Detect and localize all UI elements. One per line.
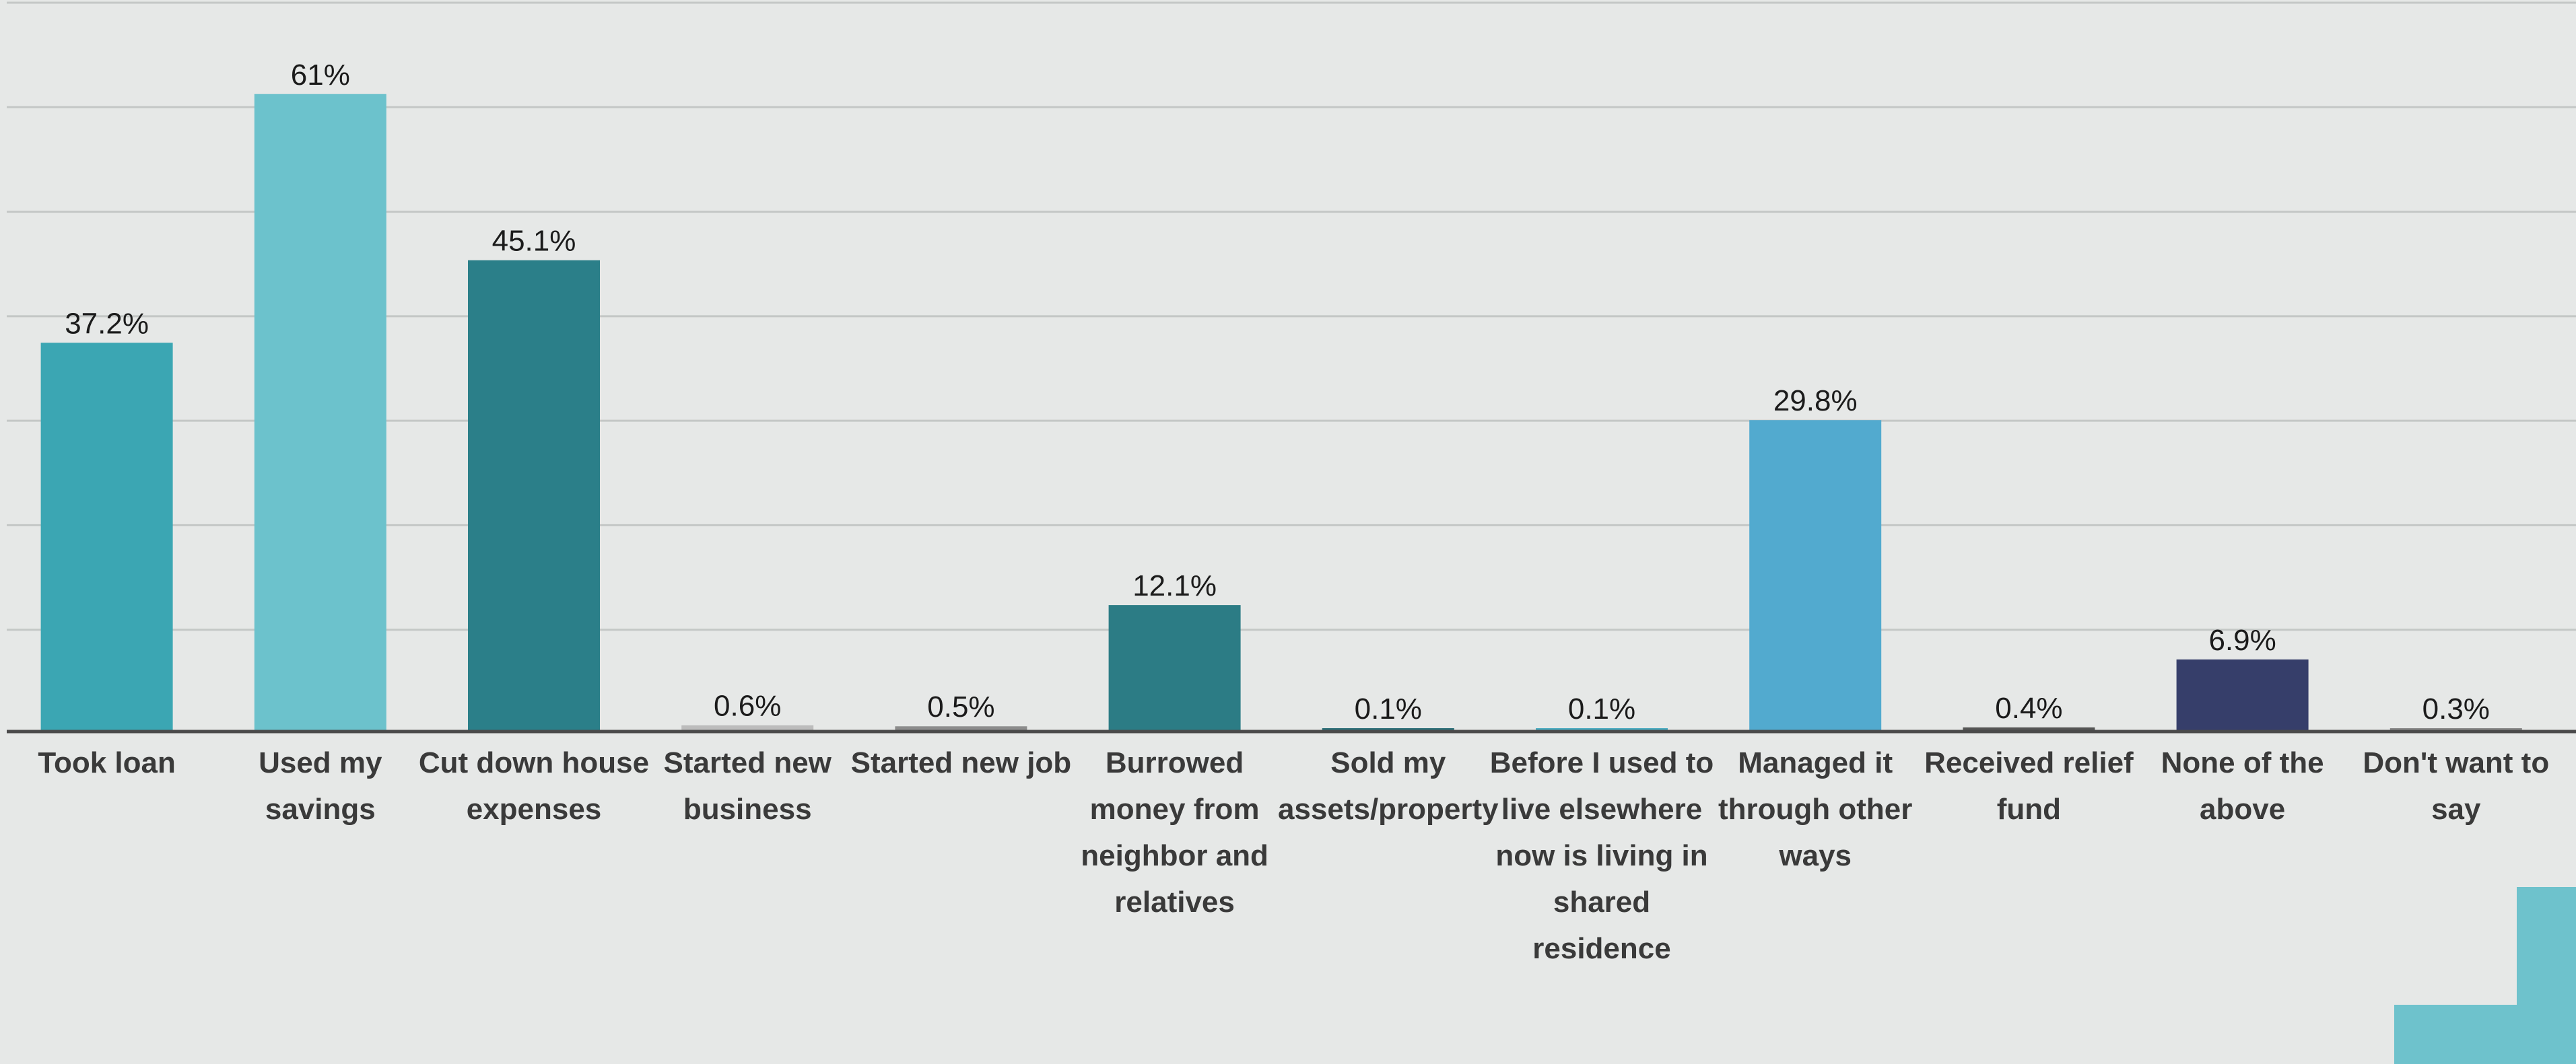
category-label: Cut down house expenses bbox=[419, 746, 649, 826]
bar-value-label: 0.3% bbox=[2422, 693, 2490, 725]
bar bbox=[895, 726, 1027, 732]
bar-value-label: 0.4% bbox=[1995, 692, 2062, 725]
category-label: Managed it through other ways bbox=[1718, 746, 1912, 872]
category-label: Received relief fund bbox=[1924, 746, 2134, 826]
bar bbox=[1963, 727, 2095, 732]
bar bbox=[1108, 605, 1241, 732]
value-labels: 37.2% 61% 45.1% 0.6% 0.5% 12.1% 0.1% 0.1% 29.8% 0… bbox=[65, 59, 2490, 725]
bar-value-label: 0.5% bbox=[927, 690, 994, 723]
category-label: Sold my assets/property bbox=[1278, 746, 1499, 826]
bar-value-label: 61% bbox=[291, 59, 350, 92]
corner-accent-shape bbox=[2517, 887, 2576, 1064]
bars bbox=[40, 94, 2522, 732]
category-label: Used my savings bbox=[259, 746, 382, 826]
bar-value-label: 0.1% bbox=[1355, 693, 1422, 725]
bar-value-label: 0.6% bbox=[714, 690, 781, 723]
bar-value-label: 29.8% bbox=[1773, 384, 1858, 417]
bar-value-label: 0.1% bbox=[1568, 693, 1635, 725]
bar bbox=[468, 260, 600, 732]
category-label: Started new job bbox=[851, 746, 1072, 779]
bar bbox=[254, 94, 386, 732]
category-label: Before I used to live elsewhere now is liv… bbox=[1490, 746, 1714, 965]
bar-value-label: 37.2% bbox=[65, 307, 149, 340]
bar-value-label: 12.1% bbox=[1132, 569, 1217, 602]
category-label: Don't want to say bbox=[2363, 746, 2549, 826]
category-label: Burrowed money from neighbor and relatives bbox=[1081, 746, 1268, 919]
bar bbox=[2176, 659, 2309, 732]
category-label: Took loan bbox=[38, 746, 176, 779]
bar bbox=[40, 343, 173, 732]
bar bbox=[681, 725, 814, 732]
bar-value-label: 6.9% bbox=[2208, 624, 2276, 657]
bar-value-label: 45.1% bbox=[492, 225, 576, 258]
bar bbox=[1749, 420, 1882, 732]
gridlines bbox=[7, 1, 2576, 631]
category-labels: Took loan Used my savings Cut down house exp… bbox=[38, 746, 2549, 965]
category-label: None of the above bbox=[2161, 746, 2324, 826]
category-label: Started new business bbox=[664, 746, 832, 826]
